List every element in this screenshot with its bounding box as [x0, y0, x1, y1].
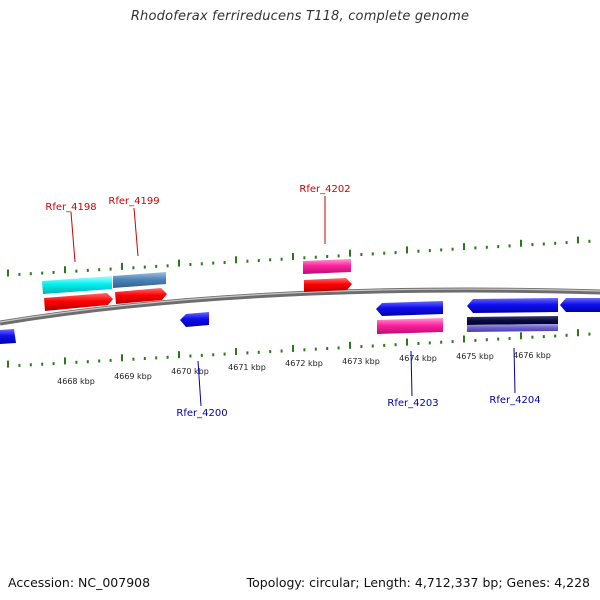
leader-rfer-4200	[197, 360, 202, 407]
scale-label: 4671 kbp	[228, 363, 266, 372]
scale-label: 4675 kbp	[456, 352, 494, 361]
scale-label: 4670 kbp	[171, 367, 209, 376]
scale-ticks-inner	[7, 329, 591, 368]
scale-label: 4676 kbp	[513, 351, 551, 360]
leader-rfer-4203	[410, 350, 413, 397]
gene-rfer-4202-pink[interactable]	[303, 259, 351, 274]
gene-label-rfer-4200[interactable]: Rfer_4200	[176, 408, 227, 419]
reverse-strand-genes	[0, 298, 600, 344]
gene-left-edge-blue[interactable]	[0, 329, 16, 344]
gene-rfer-4200-blue[interactable]	[180, 312, 209, 327]
leader-rfer-4199	[133, 207, 139, 257]
gene-rfer-4198-cyan[interactable]	[42, 276, 112, 294]
label-leader-lines	[70, 196, 516, 407]
genome-backbone-highlight	[0, 288, 600, 323]
scale-ticks-outer	[7, 236, 591, 277]
accession-text: Accession: NC_007908	[8, 575, 151, 590]
gene-rfer-4204-slate[interactable]	[467, 324, 558, 332]
scale-label: 4673 kbp	[342, 357, 380, 366]
gene-rfer-4204-navy[interactable]	[467, 316, 558, 325]
gene-labels: Rfer_4198 Rfer_4199 Rfer_4202 Rfer_4200 …	[45, 184, 540, 419]
scale-label: 4668 kbp	[57, 377, 95, 386]
gene-rfer-4203-blue[interactable]	[376, 301, 443, 316]
scale-labels: 4668 kbp 4669 kbp 4670 kbp 4671 kbp 4672…	[57, 351, 551, 386]
leader-rfer-4198	[70, 211, 76, 263]
gene-rfer-4203-pink[interactable]	[377, 318, 443, 334]
gene-label-rfer-4199[interactable]: Rfer_4199	[108, 196, 159, 207]
gene-label-rfer-4204[interactable]: Rfer_4204	[489, 395, 540, 406]
gene-rfer-4198-red[interactable]	[44, 293, 113, 311]
leader-rfer-4204	[513, 347, 516, 394]
gene-right-edge-blue[interactable]	[560, 298, 600, 312]
gene-rfer-4198-steel[interactable]	[113, 272, 166, 288]
gene-label-rfer-4198[interactable]: Rfer_4198	[45, 202, 96, 213]
gene-label-rfer-4202[interactable]: Rfer_4202	[299, 184, 350, 195]
gene-rfer-4204-blue[interactable]	[467, 298, 558, 313]
gene-label-rfer-4203[interactable]: Rfer_4203	[387, 398, 438, 409]
forward-strand-genes	[42, 259, 352, 311]
genome-backbone	[0, 287, 600, 326]
scale-label: 4669 kbp	[114, 372, 152, 381]
scale-label: 4672 kbp	[285, 359, 323, 368]
gene-rfer-4202-red[interactable]	[304, 278, 352, 292]
genome-summary-text: Topology: circular; Length: 4,712,337 bp…	[246, 575, 590, 590]
gene-rfer-4199-red[interactable]	[115, 288, 167, 304]
scale-label: 4674 kbp	[399, 354, 437, 363]
map-title: Rhodoferax ferrireducens T118, complete …	[130, 9, 470, 24]
